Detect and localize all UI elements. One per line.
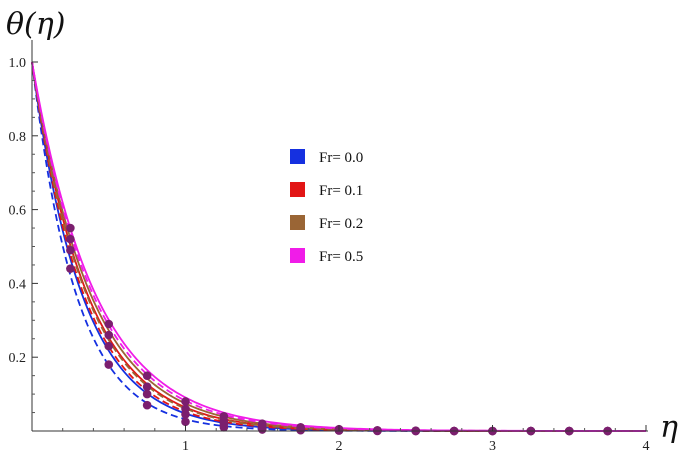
legend: Fr= 0.0 Fr= 0.1 Fr= 0.2 Fr= 0.5 <box>290 149 363 265</box>
series-line-dashed-0 <box>31 61 646 432</box>
data-point-s2-p3 <box>181 404 190 414</box>
legend-swatch-fr-0 <box>290 149 305 164</box>
series-line-solid-2 <box>31 61 646 432</box>
series-line-dashed-3 <box>31 61 646 432</box>
legend-label-fr-2: Fr= 0.2 <box>319 216 363 232</box>
x-tick-label-3: 3 <box>489 439 496 454</box>
x-tick-label-4: 4 <box>643 439 650 454</box>
y-tick-label-0.8: 0.8 <box>9 130 27 145</box>
legend-label-fr-3: Fr= 0.5 <box>319 249 363 265</box>
data-point-s3-p4 <box>219 411 229 421</box>
legend-swatch-fr-2 <box>290 215 305 230</box>
legend-swatch-fr-1 <box>290 182 305 197</box>
series-line-solid-0 <box>31 61 646 432</box>
legend-label-fr-0: Fr= 0.0 <box>319 150 363 166</box>
x-tick-label-1: 1 <box>182 439 189 454</box>
y-tick-label-0.6: 0.6 <box>9 204 27 219</box>
y-tick-label-0.2: 0.2 <box>9 351 27 366</box>
series-line-dashed-1 <box>31 61 646 432</box>
series-line-solid-1 <box>31 61 646 432</box>
data-point-s3-p5 <box>257 419 267 428</box>
data-point-s2-p2 <box>142 382 152 392</box>
data-point-s0-p1 <box>104 360 114 369</box>
legend-swatch-fr-3 <box>290 248 305 263</box>
marker-layer <box>66 223 612 436</box>
data-point-s0-p2 <box>142 400 152 410</box>
data-point-s2-p1 <box>104 330 114 340</box>
series-layer <box>31 61 647 432</box>
data-point-s3-p2 <box>142 371 152 380</box>
y-axis-title: θ(η) <box>6 7 65 42</box>
data-point-s1-p0 <box>66 245 75 255</box>
data-point-s3-p1 <box>104 319 114 329</box>
data-point-s0-p0 <box>66 264 75 273</box>
y-tick-label-1: 1.0 <box>9 56 27 71</box>
legend-label-fr-1: Fr= 0.1 <box>319 183 363 199</box>
data-point-s0-p3 <box>181 417 190 427</box>
series-line-dashed-2 <box>31 61 646 432</box>
x-axis-title: η <box>660 410 678 445</box>
data-point-s3-p8 <box>373 425 382 435</box>
data-point-s1-p2 <box>142 389 152 399</box>
data-point-s1-p1 <box>104 341 114 351</box>
data-point-s2-p0 <box>66 234 75 244</box>
series-line-solid-3 <box>31 61 647 432</box>
y-tick-label-0.4: 0.4 <box>9 277 27 292</box>
x-tick-label-2: 2 <box>336 439 343 454</box>
data-point-s3-p6 <box>296 423 305 432</box>
data-point-s3-p3 <box>181 397 190 406</box>
tick-layer: 1 2 3 4 0.2 0.4 0.6 0.8 1.0 <box>9 56 650 454</box>
data-point-s3-p0 <box>66 223 75 233</box>
